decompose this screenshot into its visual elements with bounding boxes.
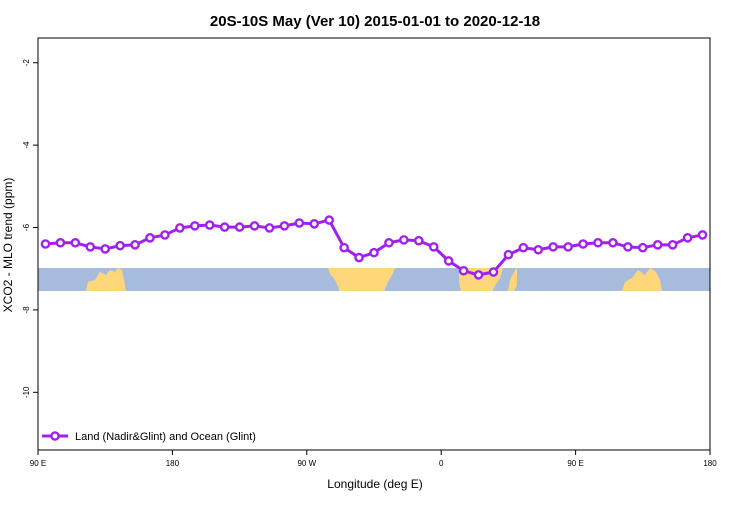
y-tick-label: -2 — [22, 59, 31, 67]
data-point — [309, 219, 320, 229]
data-point — [443, 256, 454, 266]
data-point — [652, 240, 663, 250]
land-madagascar — [508, 268, 517, 291]
data-point — [473, 270, 484, 280]
series-line — [45, 218, 703, 277]
data-point — [578, 239, 588, 249]
data-point — [384, 237, 394, 248]
data-point — [548, 242, 559, 252]
data-point — [458, 265, 469, 276]
data-point — [204, 220, 215, 230]
data-point — [219, 222, 230, 232]
y-axis-label: XCO2 - MLO trend (ppm) — [1, 178, 15, 313]
land-africa — [86, 268, 126, 291]
data-point — [518, 242, 529, 253]
data-point — [55, 237, 66, 248]
data-point — [682, 233, 693, 243]
land-ocean-strip — [38, 268, 710, 291]
data-point — [100, 244, 110, 254]
data-point — [279, 221, 290, 231]
data-point — [354, 252, 364, 263]
data-point — [488, 267, 499, 277]
data-point — [294, 218, 305, 228]
x-tick-label: 90 E — [30, 459, 46, 468]
data-point — [115, 240, 125, 251]
y-tick-label: -8 — [22, 306, 31, 314]
data-point — [175, 223, 185, 233]
data-point — [264, 223, 275, 233]
data-point — [593, 237, 603, 248]
x-tick-label: 90 W — [297, 459, 316, 468]
plot-frame — [37, 37, 711, 451]
land-australia — [622, 268, 662, 291]
data-point — [563, 242, 573, 252]
data-point — [339, 242, 349, 253]
data-point — [70, 237, 81, 248]
data-point — [503, 249, 514, 260]
chart-title: 20S-10S May (Ver 10) 2015-01-01 to 2020-… — [210, 13, 540, 30]
x-tick-label: 0 — [439, 459, 444, 468]
data-point — [40, 239, 51, 249]
legend-label: Land (Nadir&Glint) and Ocean (Glint) — [75, 431, 256, 443]
data-point — [85, 242, 96, 252]
data-point — [399, 235, 409, 245]
data-point — [324, 215, 335, 225]
y-tick-label: -6 — [22, 223, 31, 231]
x-axis-label: Longitude (deg E) — [327, 477, 422, 491]
x-tick-label: 180 — [703, 459, 717, 468]
data-point — [369, 247, 379, 258]
y-tick-label: -4 — [22, 141, 31, 149]
data-point — [697, 230, 708, 240]
data-point — [413, 235, 424, 246]
legend-marker — [50, 431, 60, 441]
data-point — [160, 230, 170, 240]
data-point — [623, 242, 633, 252]
x-tick-label: 180 — [166, 459, 180, 468]
data-point — [249, 221, 260, 231]
data-point — [608, 237, 618, 248]
data-point — [533, 244, 544, 255]
land-south-america — [328, 268, 395, 291]
data-point — [638, 242, 648, 253]
data-point — [189, 221, 200, 231]
data-point — [145, 233, 155, 243]
data-point — [428, 242, 439, 252]
data-point — [234, 222, 245, 232]
x-tick-label: 90 E — [567, 459, 583, 468]
y-tick-label: -10 — [22, 386, 31, 398]
data-point — [667, 240, 678, 250]
data-point — [130, 240, 140, 250]
